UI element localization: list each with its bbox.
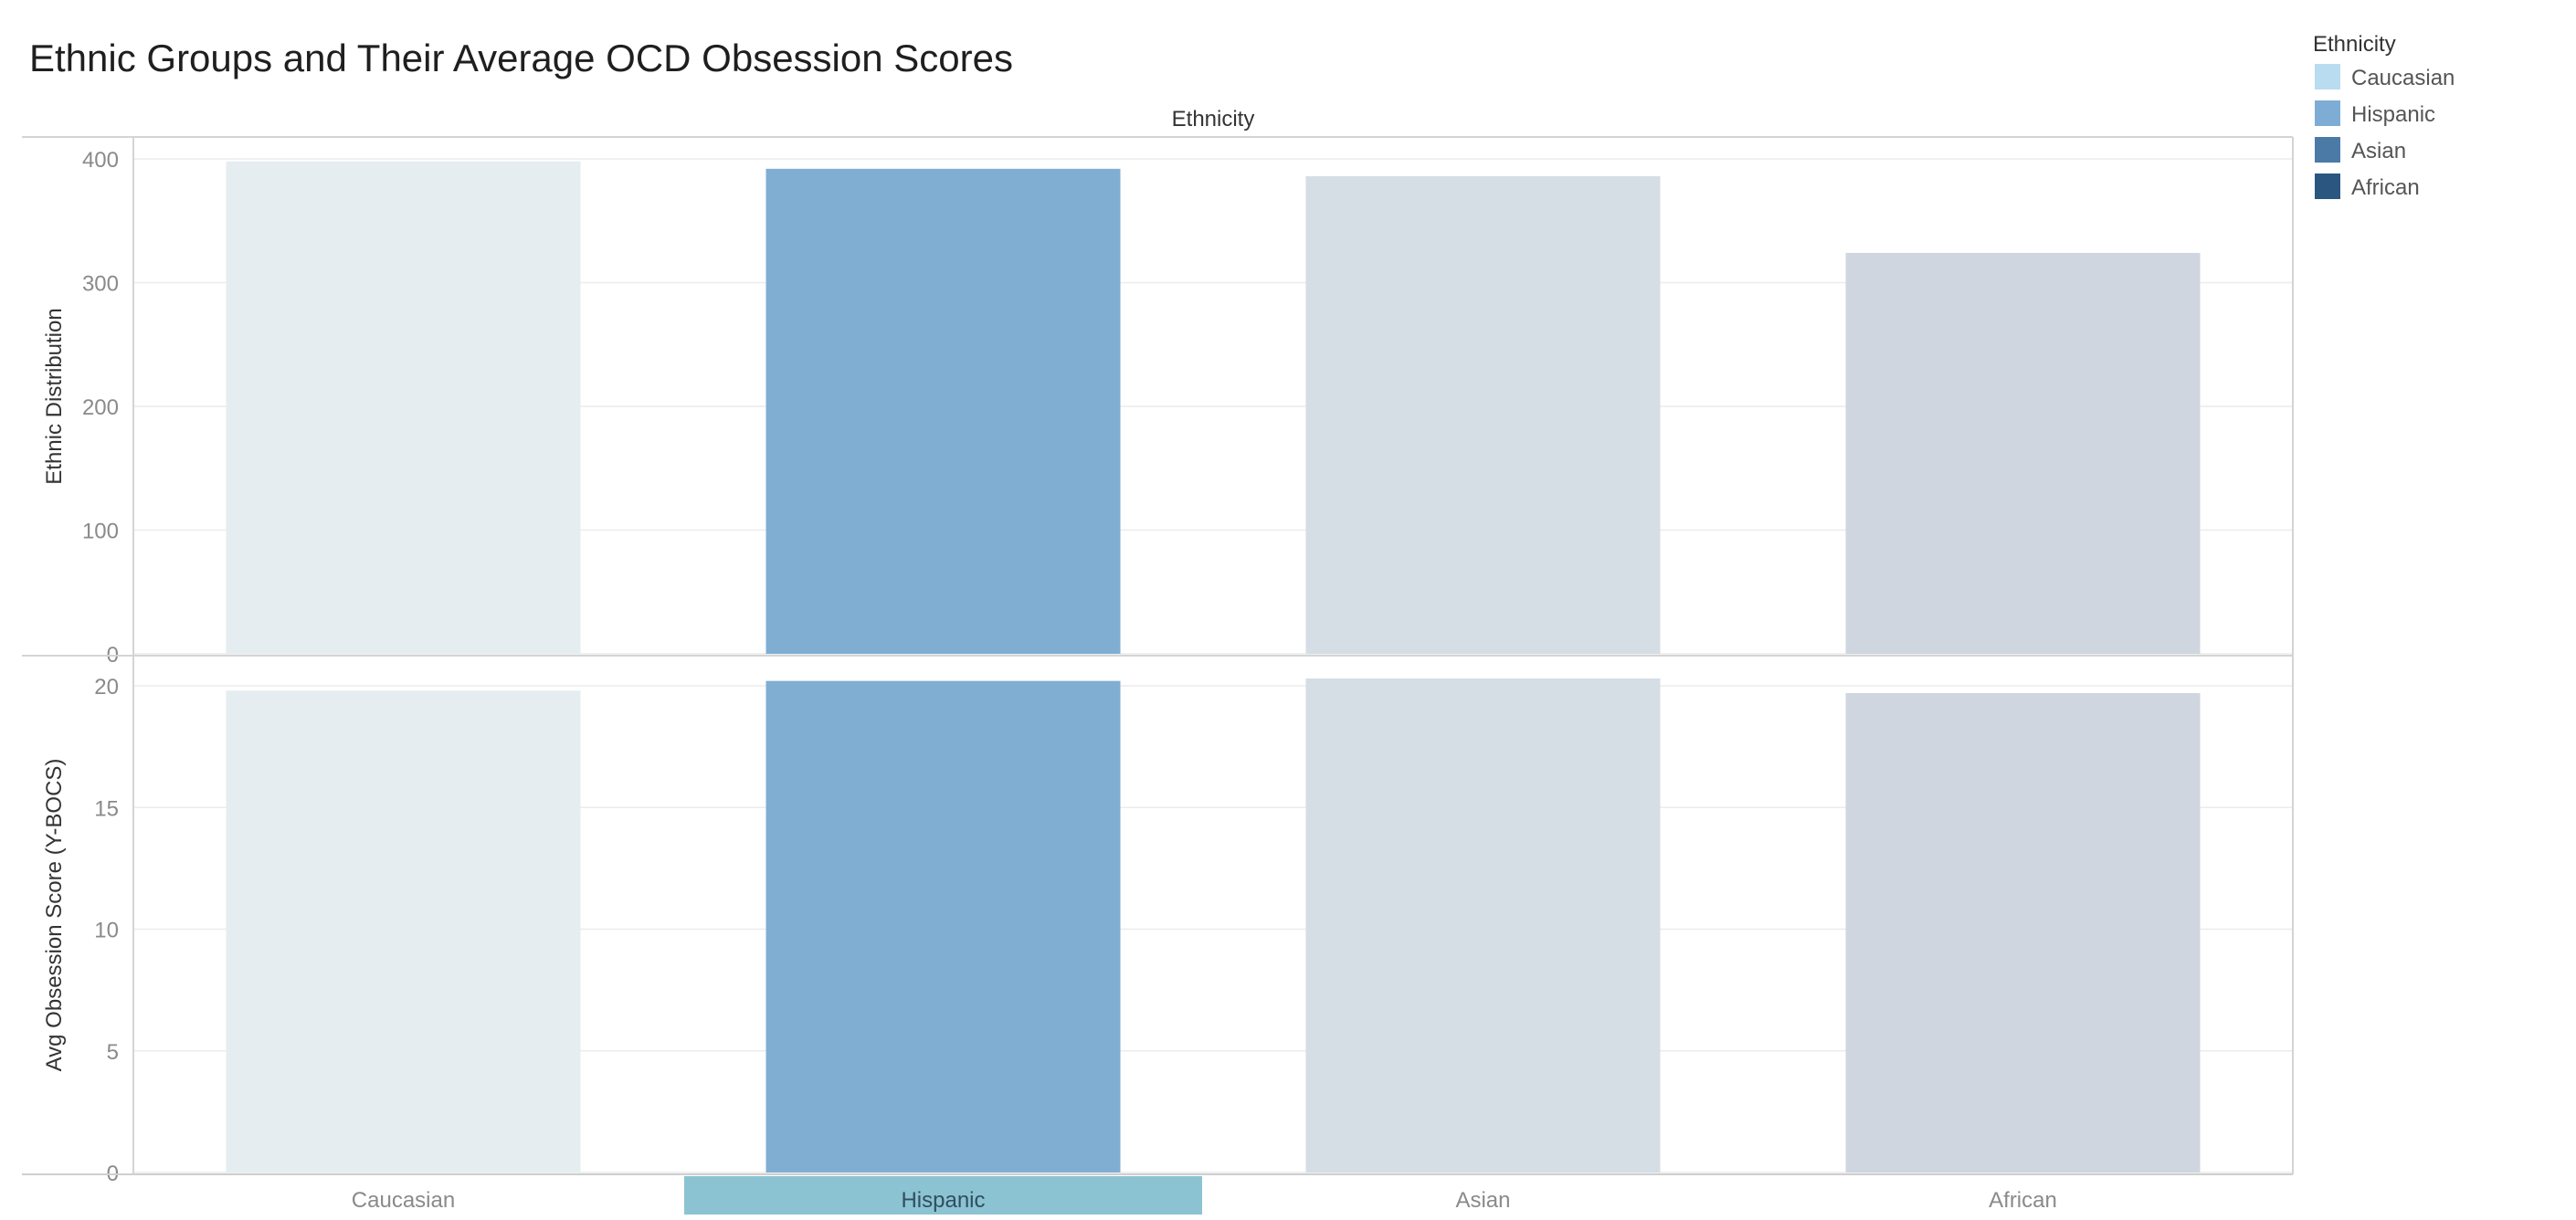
y-tick-label: 10 [94, 919, 119, 943]
legend-swatch [2315, 174, 2340, 199]
bar-caucasian [226, 161, 581, 654]
x-axis: Caucasian Hispanic Asian African [352, 1176, 2057, 1215]
x-tick-label: Caucasian [352, 1188, 455, 1213]
x-label-highlight [684, 1176, 1202, 1215]
chart-title: Ethnic Groups and Their Average OCD Obse… [29, 37, 1013, 79]
y-axis-label: Ethnic Distribution [42, 308, 67, 484]
x-tick-label: Hispanic [901, 1188, 985, 1213]
legend-swatch [2315, 64, 2340, 89]
x-tick-label: African [1989, 1188, 2057, 1213]
bar-hispanic [765, 680, 1121, 1173]
y-tick-label: 200 [82, 395, 119, 420]
legend-swatch [2315, 100, 2340, 126]
legend-swatch [2315, 137, 2340, 163]
y-tick-label: 20 [94, 675, 119, 699]
y-tick-label: 100 [82, 520, 119, 544]
legend-item-label: African [2351, 175, 2420, 200]
bar-caucasian [226, 690, 581, 1173]
column-header: Ethnicity [1172, 107, 1255, 131]
y-tick-label: 15 [94, 796, 119, 821]
y-tick-label: 400 [82, 148, 119, 173]
legend-item-label: Caucasian [2351, 66, 2455, 90]
bar-african [1845, 692, 2201, 1173]
y-axis-label: Avg Obsession Score (Y-BOCS) [42, 759, 67, 1072]
legend-item-label: Asian [2351, 139, 2406, 163]
legend-title: Ethnicity [2313, 32, 2396, 57]
x-tick-label: Asian [1455, 1188, 1510, 1213]
legend: Ethnicity Caucasian Hispanic Asian African [2313, 32, 2455, 200]
bar-asian [1305, 175, 1661, 655]
bar-african [1845, 252, 2201, 654]
legend-item-label: Hispanic [2351, 102, 2435, 127]
y-tick-label: 5 [107, 1040, 119, 1065]
y-tick-label: 300 [82, 272, 119, 297]
bar-hispanic [765, 168, 1121, 655]
bar-asian [1305, 678, 1661, 1173]
